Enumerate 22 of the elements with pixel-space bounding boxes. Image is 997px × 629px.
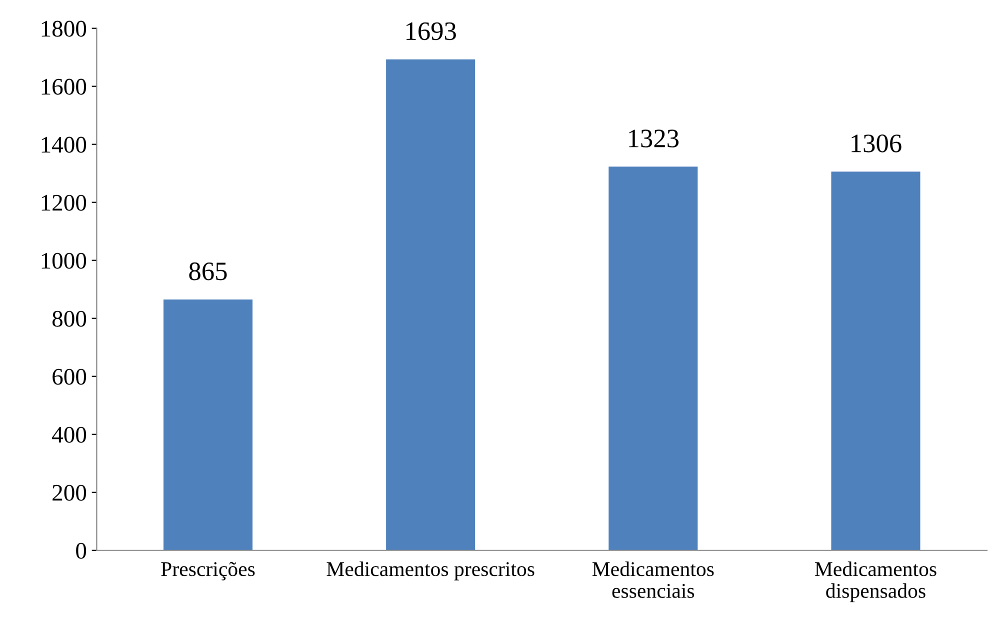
y-tick-label: 1800 (42, 20, 86, 37)
bar (163, 299, 253, 550)
y-tick-label: 400 (52, 426, 86, 443)
y-tick-label: 200 (52, 484, 86, 501)
y-tick-label: 1000 (42, 252, 86, 269)
x-tick-label: Prescrições (161, 562, 255, 580)
data-label: 1693 (406, 22, 456, 40)
y-tick-label: 1200 (42, 194, 86, 211)
y-tick-label: 600 (52, 368, 86, 385)
y-tick-label: 800 (52, 310, 86, 327)
data-label: 1306 (852, 134, 902, 152)
x-tick-label: Medicamentos essenciais (592, 561, 714, 598)
bar (386, 59, 476, 550)
bar (831, 172, 920, 550)
y-tick-label: 1600 (42, 78, 86, 95)
x-tick-label: Medicamentos prescritos (326, 561, 534, 580)
x-tick-label: Medicamentos dispensados (815, 561, 936, 602)
y-tick-label: 0 (76, 542, 86, 559)
y-tick-label: 1400 (42, 136, 86, 153)
data-label: 865 (189, 262, 227, 280)
data-label: 1323 (629, 130, 679, 148)
bar (608, 166, 698, 550)
